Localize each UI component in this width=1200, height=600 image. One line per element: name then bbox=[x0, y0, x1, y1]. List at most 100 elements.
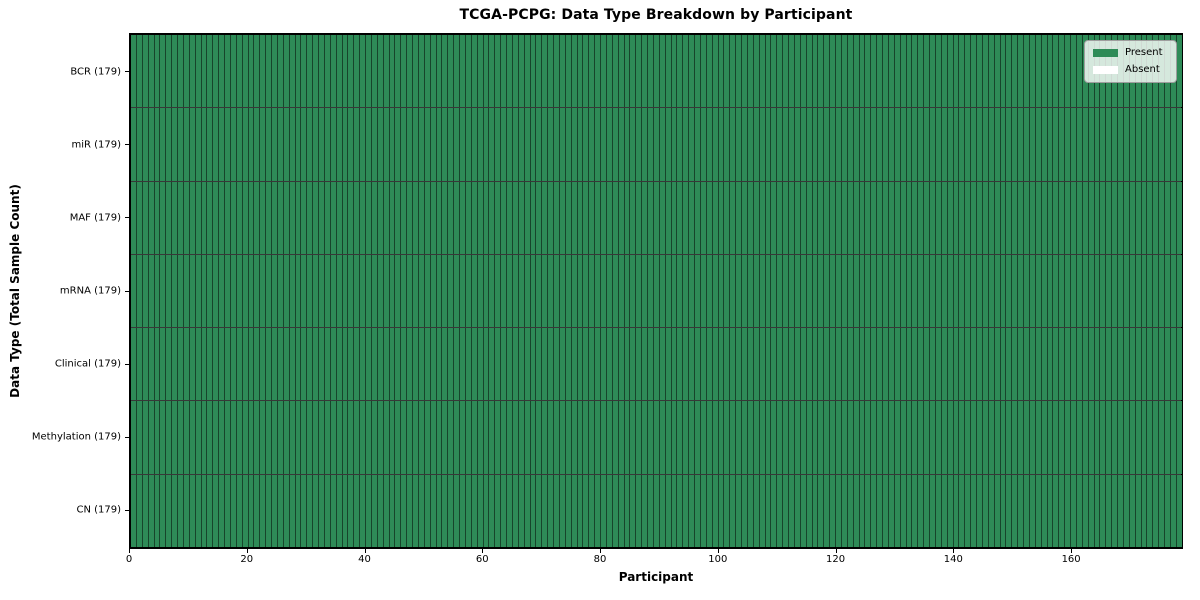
heatmap-cell bbox=[248, 181, 255, 254]
heatmap-cell bbox=[254, 35, 261, 108]
x-tick-mark bbox=[835, 549, 837, 553]
heatmap-cell bbox=[836, 328, 842, 401]
heatmap-cell bbox=[371, 181, 378, 254]
heatmap-cell bbox=[348, 254, 355, 328]
x-tick-label: 100 bbox=[708, 554, 728, 565]
heatmap-cell bbox=[1041, 254, 1048, 328]
heatmap-cell bbox=[1065, 474, 1071, 547]
heatmap-cell bbox=[853, 401, 860, 474]
heatmap-cell bbox=[847, 108, 854, 181]
heatmap-cell bbox=[859, 181, 866, 254]
heatmap-cell bbox=[771, 401, 778, 474]
heatmap-cell bbox=[1170, 328, 1177, 401]
heatmap-cell bbox=[888, 328, 895, 401]
heatmap-cell bbox=[336, 254, 343, 328]
heatmap-cell bbox=[718, 328, 725, 401]
heatmap-cell bbox=[548, 181, 554, 254]
heatmap-cell bbox=[254, 474, 261, 547]
heatmap-cell bbox=[1123, 328, 1130, 401]
y-axis: BCR (179) miR (179) MAF (179) mRNA (179) Cli… bbox=[0, 35, 129, 547]
heatmap-cell bbox=[571, 35, 578, 108]
heatmap-cell bbox=[230, 328, 237, 401]
heatmap-cell bbox=[565, 35, 572, 108]
heatmap-cell bbox=[1076, 328, 1083, 401]
heatmap-cell bbox=[495, 108, 502, 181]
heatmap-cell bbox=[912, 328, 919, 401]
heatmap-cell bbox=[148, 474, 155, 547]
heatmap-cell bbox=[413, 108, 419, 181]
heatmap-cell bbox=[959, 181, 966, 254]
heatmap-cell bbox=[248, 474, 255, 547]
heatmap-cell bbox=[448, 328, 455, 401]
heatmap-cell bbox=[366, 401, 372, 474]
heatmap-cell bbox=[683, 401, 690, 474]
heatmap-cell bbox=[354, 401, 361, 474]
heatmap-cell bbox=[583, 474, 590, 547]
heatmap-cell bbox=[1118, 254, 1124, 328]
heatmap-cell bbox=[700, 181, 707, 254]
heatmap-cell bbox=[342, 254, 349, 328]
heatmap-cell bbox=[1029, 474, 1036, 547]
heatmap-cell bbox=[254, 328, 261, 401]
heatmap-cell bbox=[148, 108, 155, 181]
x-axis-label: Participant bbox=[618, 570, 694, 584]
heatmap-cell bbox=[618, 474, 625, 547]
heatmap-cell bbox=[765, 254, 772, 328]
heatmap-cell bbox=[283, 181, 290, 254]
x-tick-mark bbox=[482, 549, 484, 553]
heatmap-cell bbox=[501, 401, 507, 474]
heatmap-cell bbox=[1082, 254, 1089, 328]
heatmap-cell bbox=[389, 328, 396, 401]
heatmap-cell bbox=[136, 181, 143, 254]
heatmap-cell bbox=[524, 254, 531, 328]
heatmap-cell bbox=[924, 328, 930, 401]
heatmap-cell bbox=[941, 474, 948, 547]
heatmap-cell bbox=[495, 181, 502, 254]
heatmap-cell bbox=[994, 474, 1001, 547]
heatmap-cell bbox=[771, 181, 778, 254]
heatmap-cell bbox=[430, 474, 437, 547]
heatmap-cell bbox=[577, 328, 584, 401]
heatmap-cell bbox=[982, 328, 989, 401]
heatmap-cell bbox=[700, 328, 707, 401]
heatmap-cell bbox=[1047, 254, 1054, 328]
heatmap-cell bbox=[712, 108, 719, 181]
heatmap-cell bbox=[1006, 254, 1013, 328]
heatmap-cell bbox=[413, 328, 419, 401]
heatmap-cell bbox=[624, 181, 631, 254]
heatmap-cell bbox=[771, 328, 778, 401]
heatmap-cell bbox=[618, 181, 625, 254]
heatmap-cell bbox=[1082, 401, 1089, 474]
heatmap-cell bbox=[665, 328, 672, 401]
heatmap-cell bbox=[1088, 328, 1095, 401]
heatmap-cell bbox=[324, 108, 331, 181]
heatmap-cell bbox=[612, 35, 619, 108]
heatmap-cell bbox=[1071, 108, 1077, 181]
heatmap-cell bbox=[536, 35, 543, 108]
heatmap-cell bbox=[283, 328, 290, 401]
heatmap-cell bbox=[348, 401, 355, 474]
heatmap-cell bbox=[994, 108, 1001, 181]
heatmap-cell bbox=[460, 328, 466, 401]
heatmap-cell bbox=[277, 401, 284, 474]
heatmap-cell bbox=[213, 108, 220, 181]
heatmap-cell bbox=[1035, 328, 1042, 401]
heatmap-cell bbox=[642, 328, 648, 401]
heatmap-cell bbox=[730, 108, 737, 181]
heatmap-cell bbox=[413, 181, 419, 254]
heatmap-cell bbox=[683, 35, 690, 108]
heatmap-cell bbox=[736, 328, 742, 401]
heatmap-cell bbox=[483, 401, 490, 474]
heatmap-cell bbox=[1088, 254, 1095, 328]
heatmap-cell bbox=[1112, 181, 1118, 254]
heatmap-cell bbox=[360, 35, 366, 108]
heatmap-cell bbox=[565, 108, 572, 181]
heatmap-cell bbox=[800, 35, 807, 108]
heatmap-cell bbox=[1100, 401, 1107, 474]
heatmap-cell bbox=[648, 401, 654, 474]
heatmap-cell bbox=[1012, 35, 1019, 108]
heatmap-cell bbox=[965, 401, 972, 474]
heatmap-cell bbox=[342, 181, 349, 254]
heatmap-cell bbox=[565, 328, 572, 401]
heatmap-cell bbox=[888, 181, 895, 254]
